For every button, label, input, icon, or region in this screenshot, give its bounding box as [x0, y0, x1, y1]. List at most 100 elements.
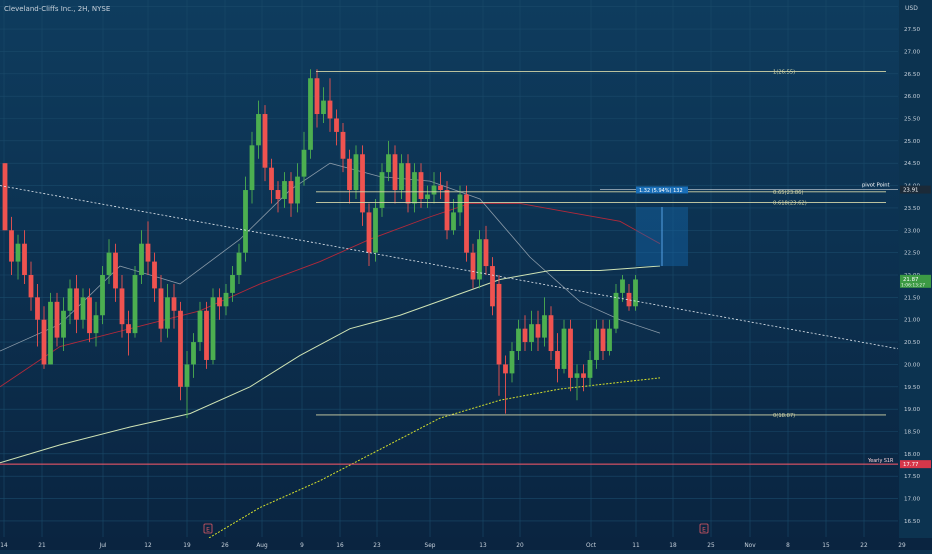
candle-body [288, 181, 294, 204]
candle-body [126, 324, 131, 334]
candle-body [555, 351, 560, 369]
candle-body [516, 328, 521, 352]
candle-body [171, 297, 177, 311]
fib-level-label: 1(26.55) [773, 70, 795, 76]
candle-body [48, 301, 53, 365]
candle-body [620, 279, 625, 293]
moving-average-cream [0, 265, 661, 464]
candle-body [542, 315, 547, 338]
candle-body [321, 100, 326, 115]
candle-body [633, 279, 638, 307]
yearly-s1-price-badge [900, 460, 931, 469]
time-tick-label: 16 [336, 543, 344, 549]
price-tick-label: 23.50 [904, 206, 920, 212]
candle-body [28, 275, 34, 298]
fib-level-label: 0(18.87) [773, 413, 795, 419]
candle-body [275, 190, 281, 199]
current-price-label: 21.87 [903, 277, 918, 283]
candle-body [308, 78, 313, 150]
candle-body [477, 239, 482, 280]
overlays: 1(26.55) 0.65(23.86) 0.618(23.62) 0(18.87) p… [0, 70, 899, 534]
measure-label-box [636, 186, 688, 194]
candle-body [54, 301, 60, 338]
candle-body [74, 288, 79, 320]
time-axis[interactable]: 14 21 Jul 12 19 26 Aug 9 16 23 Sep 13 20 Oct 11 18 25 Nov… [0, 538, 932, 550]
candle-body [587, 359, 593, 378]
candle-body [184, 364, 190, 387]
time-tick-label: Aug [256, 543, 268, 549]
candle-body [132, 275, 138, 334]
candle-body [269, 167, 274, 191]
candle-body [548, 315, 554, 352]
candle-body [522, 328, 528, 343]
yearly-s1-label: Yearly S1R [867, 458, 894, 464]
candle-body [158, 288, 164, 329]
countdown-label: 1:06:13:27 [901, 282, 925, 288]
earnings-event-marker[interactable] [699, 523, 709, 534]
price-axis[interactable]: 16.50 17.00 17.50 18.00 18.50 19.00 19.50 20.00… [899, 0, 932, 550]
candle-body [464, 194, 469, 253]
yearly-s1-price-badge-label: 17.77 [903, 462, 918, 468]
price-tick-label: 17.00 [904, 497, 920, 503]
earnings-event-label: E [206, 527, 210, 534]
candle-body [191, 342, 196, 365]
earnings-event-marker[interactable] [203, 523, 213, 534]
candle-body [457, 194, 463, 213]
candle-body [119, 288, 125, 325]
candle-body [431, 185, 437, 195]
price-tick-label: 26.50 [904, 72, 920, 78]
candle-body [379, 172, 385, 208]
candle-body [366, 212, 372, 253]
price-tick-label: 25.00 [904, 139, 920, 145]
price-tick-label: 19.00 [904, 407, 920, 413]
time-tick-label: Sep [425, 543, 436, 549]
earnings-event-label: E [702, 527, 706, 534]
time-tick-label: Nov [744, 543, 756, 549]
candle-body [574, 373, 580, 378]
candle-body [340, 131, 346, 159]
candle-body [600, 328, 606, 352]
candle-body [262, 114, 268, 168]
price-tick-label: 21.00 [904, 318, 920, 324]
candle-body [360, 154, 365, 213]
candle-body [113, 252, 118, 289]
time-tick-label: Oct [586, 543, 597, 549]
moving-average-yellow [199, 377, 661, 544]
candle-body [197, 310, 203, 343]
candle-body [444, 190, 450, 231]
candle-body [236, 252, 242, 275]
candle-body [145, 243, 151, 262]
candles [2, 69, 638, 419]
time-tick-label: 23 [373, 543, 381, 549]
price-tick-label: 27.00 [904, 49, 920, 55]
time-tick-label: 18 [669, 543, 677, 549]
candle-body [626, 292, 632, 307]
time-tick-label: 29 [898, 543, 906, 549]
time-tick-label: 20 [516, 543, 524, 549]
candle-body [178, 310, 183, 387]
pivot-price-badge-label: 23.91 [903, 188, 918, 194]
pivot-price-badge [900, 185, 931, 194]
price-tick-label: 24.50 [904, 161, 920, 167]
chart-title: Cleveland-Cliffs Inc., 2H, NYSE [4, 5, 110, 13]
candle-body [139, 243, 144, 275]
candle-body [217, 297, 222, 307]
candle-body [561, 328, 567, 369]
price-tick-label: 16.50 [904, 519, 920, 525]
candle-body [87, 297, 92, 334]
candle-body [418, 172, 424, 199]
candle-body [438, 185, 443, 191]
candle-body [2, 163, 8, 231]
candle-body [35, 297, 40, 320]
time-tick-label: 9 [300, 543, 304, 549]
candle-body [412, 172, 417, 204]
candle-body [152, 261, 157, 289]
grid [0, 0, 903, 544]
candle-body [67, 288, 73, 311]
candle-body [503, 364, 508, 374]
time-tick-label: 25 [707, 543, 715, 549]
candle-body [392, 154, 398, 191]
candle-body [509, 351, 515, 374]
candle-body [490, 266, 495, 307]
